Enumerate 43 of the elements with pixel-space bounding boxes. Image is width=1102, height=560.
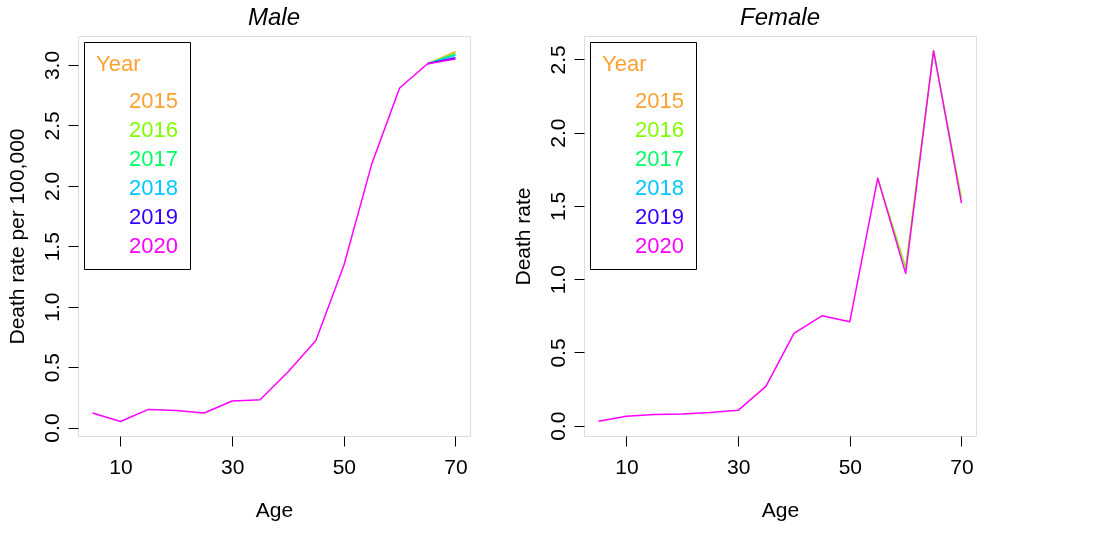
x-tick-label: 30 xyxy=(220,454,245,478)
text: 2015 xyxy=(129,88,178,113)
y-tick-label: 2.5 xyxy=(545,45,569,75)
legend-label: 2019 xyxy=(635,204,684,229)
y-axis-title: Death rate per 100,000 xyxy=(4,128,28,345)
x-tick-label: 30 xyxy=(726,454,751,478)
y-tick-label: 3.0 xyxy=(39,50,63,81)
x-tick-label: 50 xyxy=(332,454,356,478)
line-series xyxy=(597,49,963,423)
y-axis-title: Death rate xyxy=(510,187,534,286)
x-tick-label: 70 xyxy=(950,454,974,478)
text: 2020 xyxy=(635,233,684,258)
y-tick-label: 2.5 xyxy=(39,111,63,141)
y-tick-label: 2.0 xyxy=(39,171,63,201)
text: 2016 xyxy=(635,117,684,142)
y-tick-label: 1.0 xyxy=(545,265,569,295)
text: 2020 xyxy=(129,233,178,258)
y-tick-label: 0.0 xyxy=(39,413,63,443)
text: 2018 xyxy=(129,175,178,200)
legend-label: 2018 xyxy=(635,175,684,200)
x-axis-title: Age xyxy=(761,497,800,521)
x-tick-label: 10 xyxy=(615,454,639,478)
legend-title: Year xyxy=(602,51,647,76)
line-series xyxy=(91,58,457,423)
chart-title: Male xyxy=(247,3,301,30)
text: 2017 xyxy=(129,146,178,171)
x-tick-label: 50 xyxy=(838,454,862,478)
legend-label: 2015 xyxy=(635,88,684,113)
legend-label: 2017 xyxy=(635,146,684,171)
text: 2019 xyxy=(129,204,178,229)
y-tick-label: 0.0 xyxy=(545,411,569,441)
y-tick-label: 1.5 xyxy=(545,191,569,222)
x-tick-label: 10 xyxy=(109,454,133,478)
x-axis-title: Age xyxy=(255,497,294,521)
y-tick-label: 2.0 xyxy=(545,118,569,148)
y-tick-label: 0.5 xyxy=(39,353,63,383)
y-tick-label: 0.5 xyxy=(545,338,569,368)
legend-title: Year xyxy=(96,51,141,76)
chart-title: Female xyxy=(739,3,821,30)
x-tick-label: 70 xyxy=(444,454,468,478)
y-tick-label: 1.0 xyxy=(39,292,63,322)
y-tick-label: 1.5 xyxy=(39,232,63,262)
text: 2016 xyxy=(129,117,178,142)
